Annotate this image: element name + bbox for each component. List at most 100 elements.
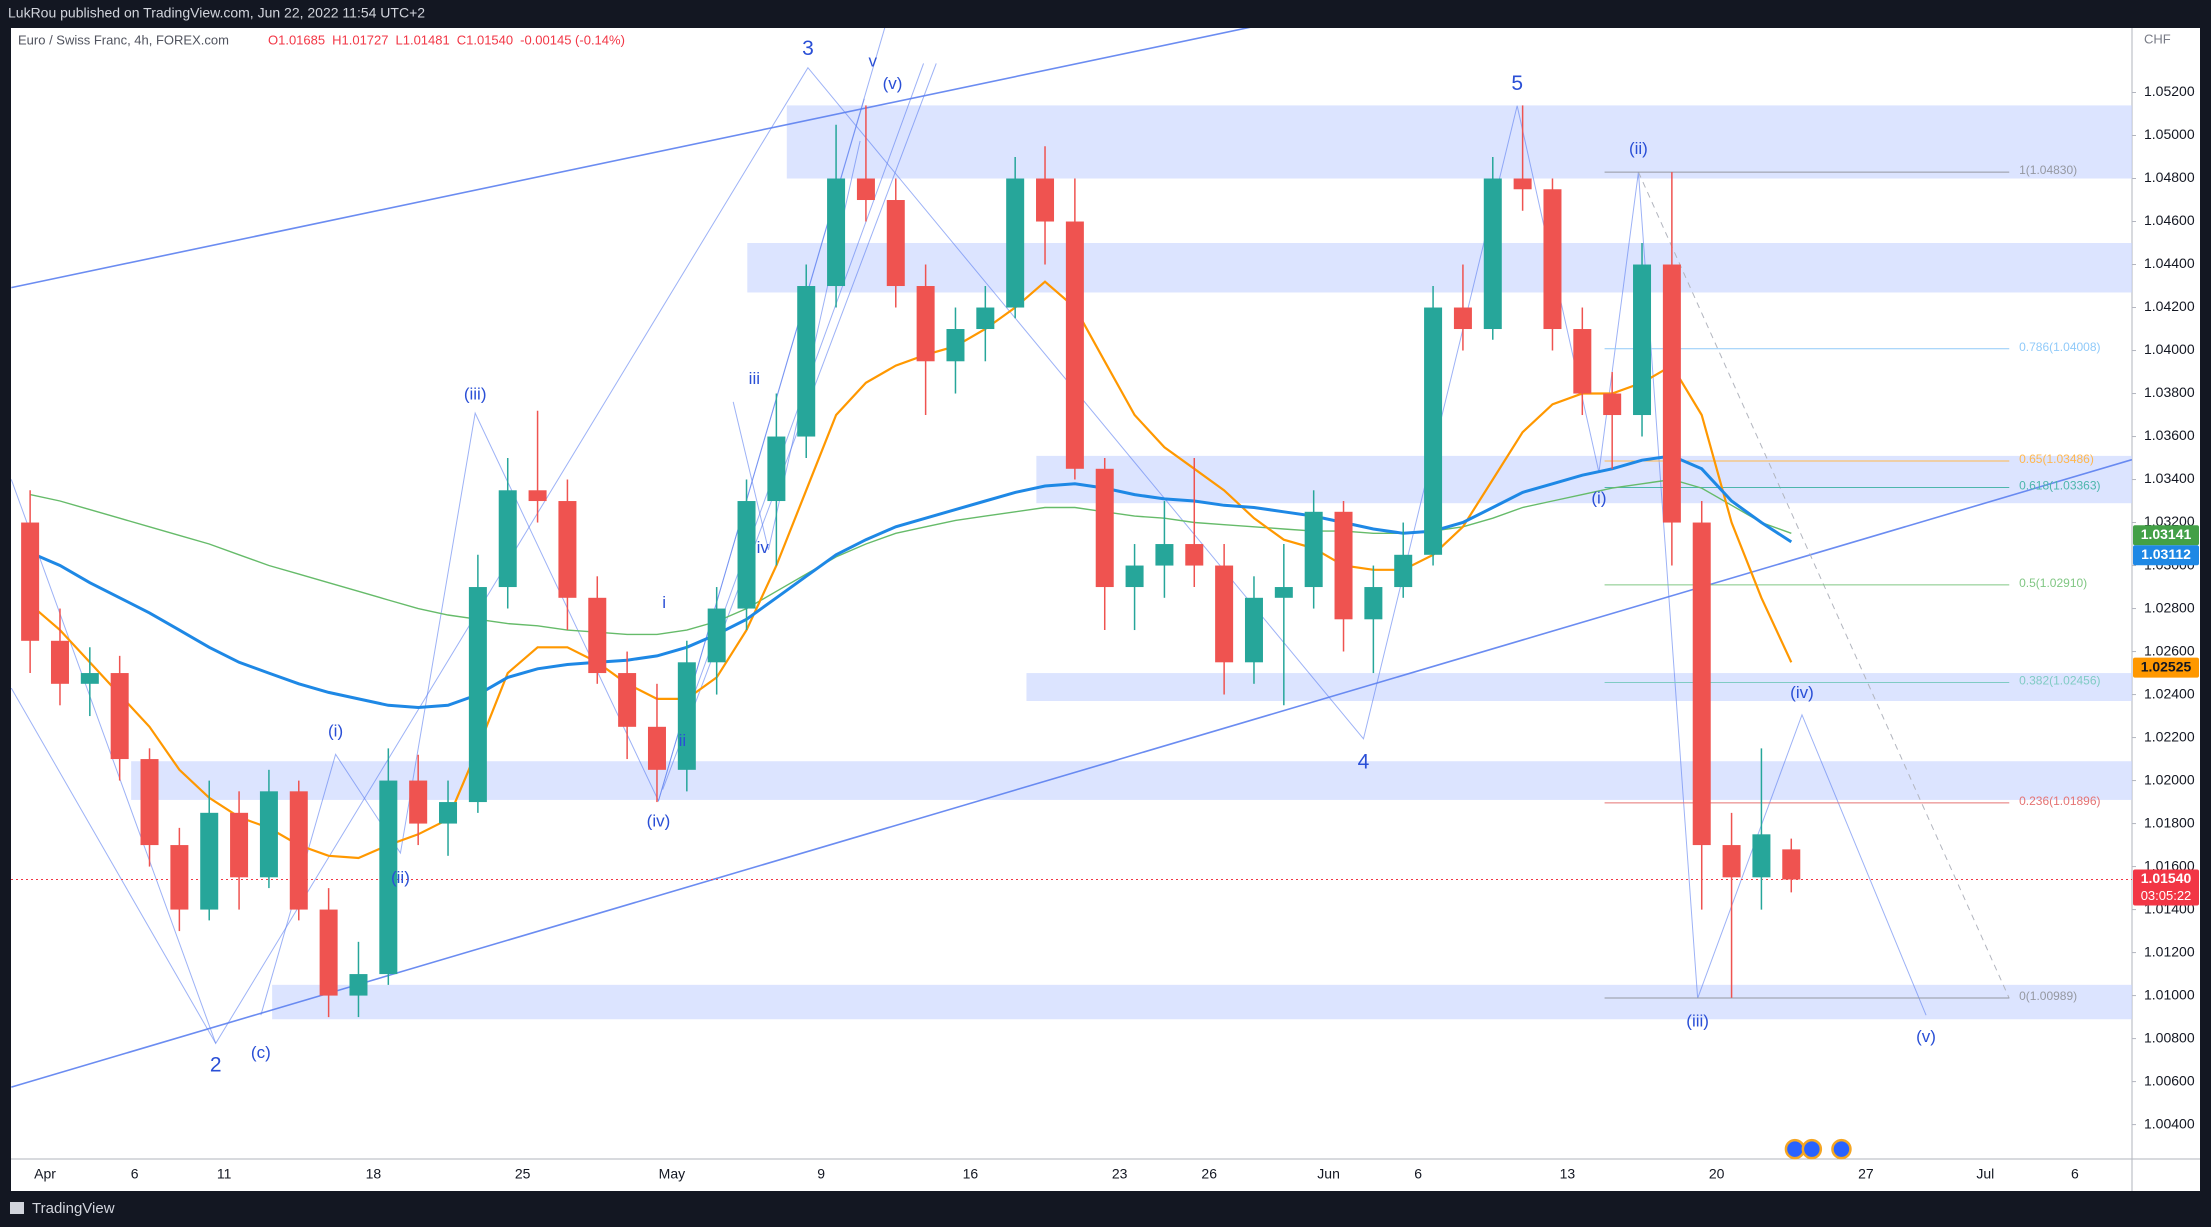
candle-body — [1274, 587, 1293, 598]
moving-average — [29, 280, 1793, 860]
y-tick-label: 1.05000 — [2144, 126, 2195, 142]
trend-line — [657, 28, 886, 802]
x-tick-label: 27 — [1858, 1166, 1874, 1182]
candle-body — [707, 608, 726, 663]
candle-body — [289, 791, 308, 910]
x-tick-label: Jul — [1976, 1166, 1994, 1182]
trend-line — [11, 28, 1251, 289]
countdown: 03:05:22 — [2141, 888, 2192, 903]
candle-body — [528, 490, 547, 502]
y-tick-label: 1.04200 — [2144, 298, 2195, 314]
y-tick-label: 1.04000 — [2144, 341, 2195, 357]
brand-name: TradingView — [32, 1200, 115, 1217]
price-label: 1.02525 — [2141, 658, 2192, 674]
y-tick-label: 1.04400 — [2144, 255, 2195, 271]
candle-body — [1692, 522, 1711, 846]
x-tick-label: 23 — [1112, 1166, 1128, 1182]
candle-body — [110, 673, 129, 760]
zone — [747, 243, 2132, 293]
candle-body — [1185, 544, 1204, 566]
ohlc-value: C1.01540 — [457, 32, 513, 47]
wave-label: 2 — [210, 1054, 222, 1077]
candle-body — [1304, 511, 1323, 588]
price-label-bg — [2133, 869, 2199, 906]
footer-brand: TradingView — [10, 1200, 115, 1217]
trend-line — [11, 687, 217, 1044]
candle-body — [468, 587, 487, 803]
candle-body — [1543, 189, 1562, 330]
candle-body — [1513, 178, 1532, 190]
candle-body — [1364, 587, 1383, 620]
candle-body — [439, 802, 458, 824]
y-tick-label: 1.01200 — [2144, 943, 2195, 959]
candle-body — [200, 812, 219, 910]
candle-body — [1424, 307, 1443, 555]
ohlc-value: -0.00145 (-0.14%) — [520, 32, 625, 47]
x-tick-label: 13 — [1560, 1166, 1576, 1182]
candle-body — [737, 501, 756, 609]
zone — [1026, 673, 2132, 702]
x-tick-label: 6 — [131, 1166, 139, 1182]
candle-body — [1483, 178, 1502, 330]
candle-body — [1662, 264, 1681, 523]
candle-body — [498, 490, 517, 588]
candle-body — [409, 780, 428, 824]
candle-body — [259, 791, 278, 878]
y-tick-label: 1.04800 — [2144, 169, 2195, 185]
wave-label: (iii) — [464, 384, 487, 403]
y-tick-label: 1.01600 — [2144, 857, 2195, 873]
wave-label: (i) — [1591, 489, 1606, 508]
candle-body — [558, 501, 577, 598]
wave-label: iii — [749, 369, 760, 388]
candle-body — [1125, 565, 1144, 588]
price-label-bg — [2133, 657, 2199, 678]
candle-body — [916, 286, 935, 362]
y-tick-label: 1.00800 — [2144, 1029, 2195, 1045]
wave-label: (i) — [328, 721, 343, 740]
zone — [131, 761, 2132, 800]
candle-body — [21, 522, 40, 641]
candle-body — [976, 307, 995, 330]
zone — [272, 984, 2132, 1020]
x-tick-label: Jun — [1317, 1166, 1340, 1182]
event-icon — [1801, 1138, 1823, 1160]
ohlc-value: H1.01727 — [332, 32, 388, 47]
candle-body — [1244, 597, 1263, 663]
candle-body — [588, 597, 607, 674]
candle-body — [379, 780, 398, 975]
candle-body — [1453, 307, 1472, 330]
symbol: Euro / Swiss Franc, 4h, FOREX.com — [18, 32, 229, 47]
x-tick-label: 11 — [217, 1166, 232, 1182]
x-tick-label: 9 — [817, 1166, 825, 1182]
y-tick-label: 1.03600 — [2144, 427, 2195, 443]
price-label: 1.03141 — [2141, 526, 2192, 542]
x-tick-label: 25 — [515, 1166, 531, 1182]
y-tick-label: 1.02400 — [2144, 685, 2195, 701]
x-tick-label: 26 — [1201, 1166, 1217, 1182]
plot: 1(1.04830) 0.786(1.04008) 0.65(1.03486) 0.6… — [11, 28, 2132, 1088]
candle-body — [856, 178, 875, 201]
y-tick-label: 1.03800 — [2144, 384, 2195, 400]
event-icon — [1784, 1138, 1806, 1160]
candle-body — [1573, 329, 1592, 394]
candle-body — [886, 200, 905, 287]
currency: CHF — [2144, 31, 2171, 46]
candle-body — [1006, 178, 1025, 308]
candle-body — [1633, 264, 1652, 416]
candle-body — [618, 673, 637, 727]
y-tick-label: 1.02000 — [2144, 771, 2195, 787]
wave-label: i — [662, 593, 666, 612]
y-tick-label: 1.01000 — [2144, 986, 2195, 1002]
wave-label: (v) — [883, 74, 903, 93]
candle-body — [827, 178, 846, 287]
price-label: 1.03112 — [2141, 546, 2191, 562]
candle-body — [1603, 393, 1622, 416]
x-tick-label: 20 — [1709, 1166, 1725, 1182]
candle-body — [1722, 845, 1741, 878]
fib-label: 0.618(1.03363) — [2019, 479, 2100, 493]
candle-body — [230, 812, 249, 878]
price-label-bg — [2133, 525, 2199, 546]
wave-label: (v) — [1916, 1027, 1936, 1046]
candle-body — [50, 640, 69, 684]
